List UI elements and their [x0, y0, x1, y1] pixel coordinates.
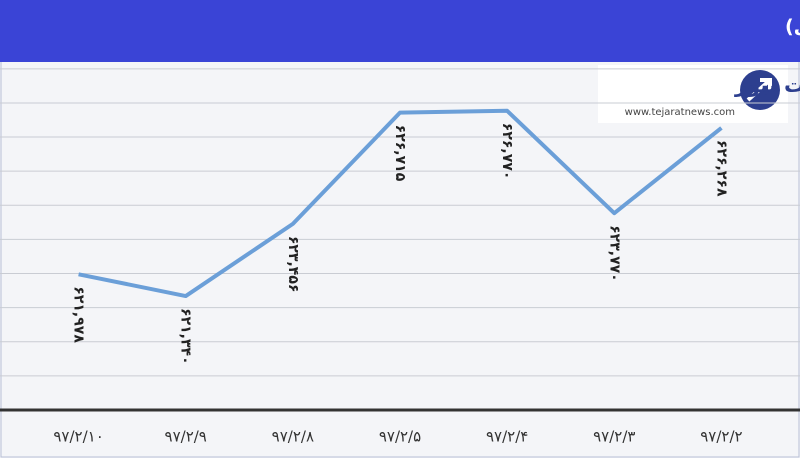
- logo-arrow: [746, 78, 772, 102]
- value-label: ۶۲۶,۷۱۵: [392, 125, 408, 182]
- value-label: ۶۲۳,۴۵۶: [285, 236, 301, 293]
- value-label: ۶۲۱,۳۴۰: [178, 308, 194, 365]
- value-label: ۶۲۱,۹۷۸: [71, 286, 87, 343]
- series-line: [78, 108, 723, 299]
- x-tick-label: ۹۷/۲/۸: [272, 428, 314, 446]
- logo: تجارت نیوز www.tejaratnews.com: [598, 65, 800, 123]
- value-label: ۶۲۶,۲۶۸: [713, 140, 729, 197]
- x-tick-label: ۹۷/۲/۳: [593, 428, 635, 446]
- logo-name: تجارت نیوز: [734, 73, 800, 97]
- chart-title: روند هفتگی ارزش بازار اول و دوم فرابورس …: [785, 15, 800, 38]
- header: [0, 0, 800, 62]
- value-label: ۶۲۶,۷۷۰: [499, 123, 515, 180]
- x-tick-label: ۹۷/۲/۴: [486, 428, 528, 446]
- x-tick-label: ۹۷/۲/۹: [165, 428, 207, 446]
- x-tick-label: ۹۷/۲/۵: [379, 428, 421, 446]
- logo-url: www.tejaratnews.com: [625, 107, 735, 118]
- value-label: ۶۲۳,۷۷۰: [606, 225, 622, 282]
- x-tick-label: ۹۷/۲/۱۰: [53, 428, 103, 446]
- x-tick-label: ۹۷/۲/۲: [700, 428, 742, 446]
